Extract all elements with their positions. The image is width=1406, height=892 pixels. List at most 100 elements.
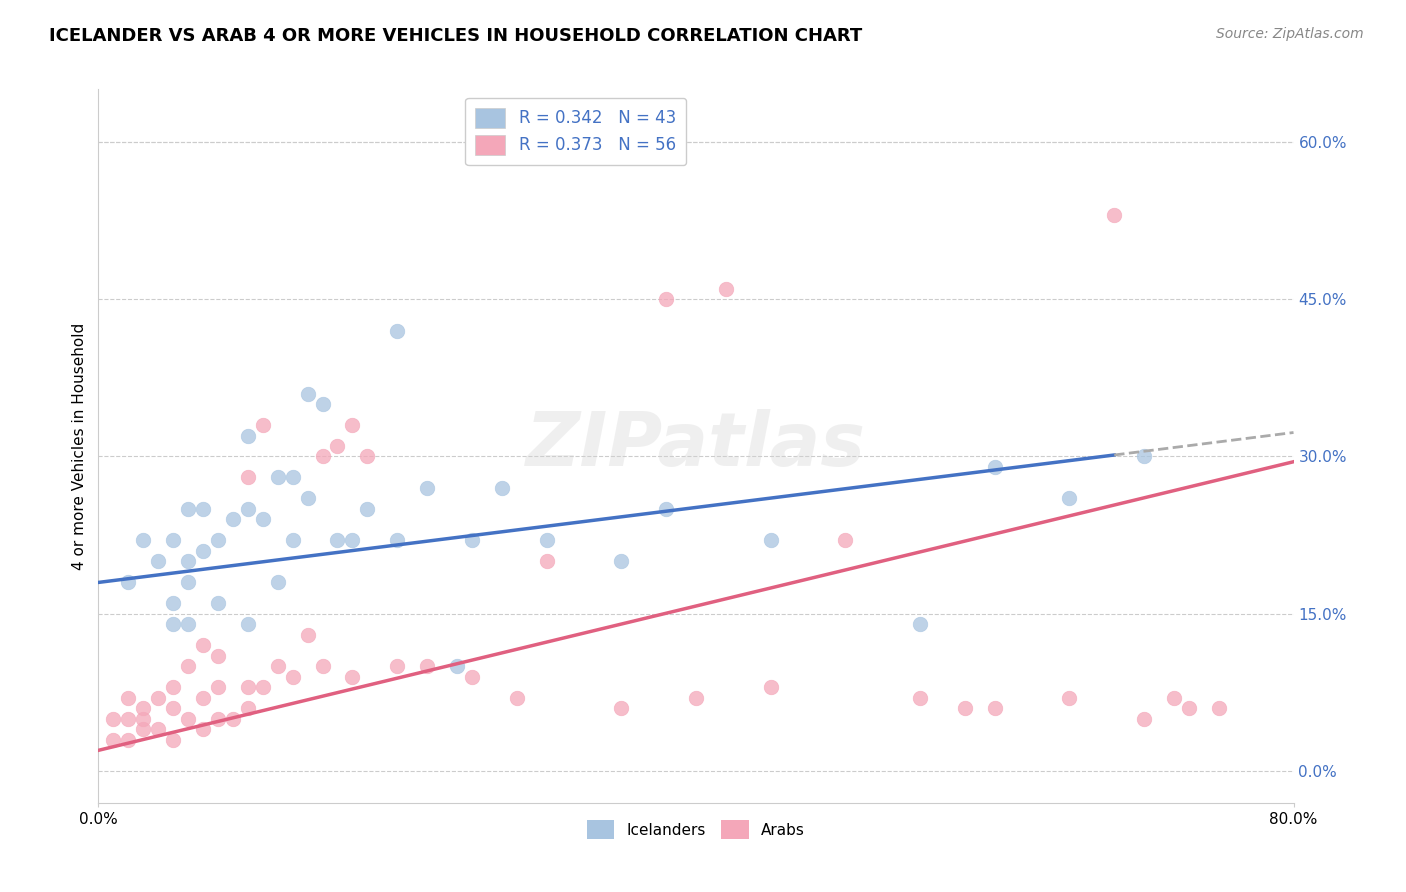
Point: [162, 701, 184, 715]
Point: [536, 554, 558, 568]
Point: [191, 690, 214, 705]
Point: [416, 659, 439, 673]
Point: [252, 512, 274, 526]
Point: [117, 712, 139, 726]
Point: [148, 554, 170, 568]
Point: [132, 712, 155, 726]
Point: [1059, 690, 1081, 705]
Point: [132, 723, 155, 737]
Point: [236, 617, 259, 632]
Point: [297, 386, 319, 401]
Point: [267, 470, 290, 484]
Text: ZIPatlas: ZIPatlas: [526, 409, 866, 483]
Point: [207, 712, 229, 726]
Point: [446, 659, 468, 673]
Point: [222, 712, 245, 726]
Point: [191, 723, 214, 737]
Point: [207, 648, 229, 663]
Point: [117, 575, 139, 590]
Point: [326, 439, 349, 453]
Point: [1133, 712, 1156, 726]
Point: [759, 533, 782, 548]
Point: [342, 533, 364, 548]
Point: [162, 533, 184, 548]
Point: [1104, 208, 1126, 222]
Point: [177, 502, 200, 516]
Point: [177, 554, 200, 568]
Point: [714, 282, 737, 296]
Point: [385, 324, 409, 338]
Point: [610, 554, 633, 568]
Point: [267, 659, 290, 673]
Point: [103, 712, 125, 726]
Point: [461, 533, 484, 548]
Point: [191, 639, 214, 653]
Point: [236, 470, 259, 484]
Point: [177, 659, 200, 673]
Point: [236, 701, 259, 715]
Point: [117, 690, 139, 705]
Point: [103, 732, 125, 747]
Point: [385, 659, 409, 673]
Point: [281, 533, 304, 548]
Point: [491, 481, 513, 495]
Point: [207, 533, 229, 548]
Point: [416, 481, 439, 495]
Point: [297, 491, 319, 506]
Point: [236, 681, 259, 695]
Point: [536, 533, 558, 548]
Point: [1208, 701, 1230, 715]
Point: [834, 533, 856, 548]
Point: [953, 701, 976, 715]
Point: [148, 690, 170, 705]
Point: [177, 575, 200, 590]
Point: [461, 670, 484, 684]
Point: [162, 617, 184, 632]
Point: [356, 502, 378, 516]
Point: [342, 417, 364, 432]
Point: [222, 512, 245, 526]
Point: [655, 292, 678, 306]
Point: [506, 690, 529, 705]
Point: [162, 596, 184, 610]
Point: [908, 690, 931, 705]
Point: [984, 701, 1007, 715]
Point: [252, 681, 274, 695]
Point: [236, 502, 259, 516]
Text: ICELANDER VS ARAB 4 OR MORE VEHICLES IN HOUSEHOLD CORRELATION CHART: ICELANDER VS ARAB 4 OR MORE VEHICLES IN …: [49, 27, 862, 45]
Point: [1178, 701, 1201, 715]
Point: [148, 723, 170, 737]
Point: [207, 596, 229, 610]
Point: [236, 428, 259, 442]
Point: [281, 670, 304, 684]
Point: [191, 544, 214, 558]
Y-axis label: 4 or more Vehicles in Household: 4 or more Vehicles in Household: [72, 322, 87, 570]
Point: [177, 617, 200, 632]
Point: [162, 681, 184, 695]
Point: [311, 450, 333, 464]
Point: [610, 701, 633, 715]
Point: [1059, 491, 1081, 506]
Point: [1133, 450, 1156, 464]
Point: [191, 502, 214, 516]
Point: [132, 533, 155, 548]
Point: [685, 690, 707, 705]
Point: [342, 670, 364, 684]
Point: [356, 450, 378, 464]
Point: [908, 617, 931, 632]
Point: [984, 460, 1007, 475]
Point: [281, 470, 304, 484]
Point: [132, 701, 155, 715]
Point: [117, 732, 139, 747]
Point: [326, 533, 349, 548]
Point: [297, 628, 319, 642]
Point: [1163, 690, 1185, 705]
Point: [311, 659, 333, 673]
Point: [311, 397, 333, 411]
Point: [252, 417, 274, 432]
Point: [162, 732, 184, 747]
Point: [267, 575, 290, 590]
Point: [759, 681, 782, 695]
Text: Source: ZipAtlas.com: Source: ZipAtlas.com: [1216, 27, 1364, 41]
Point: [207, 681, 229, 695]
